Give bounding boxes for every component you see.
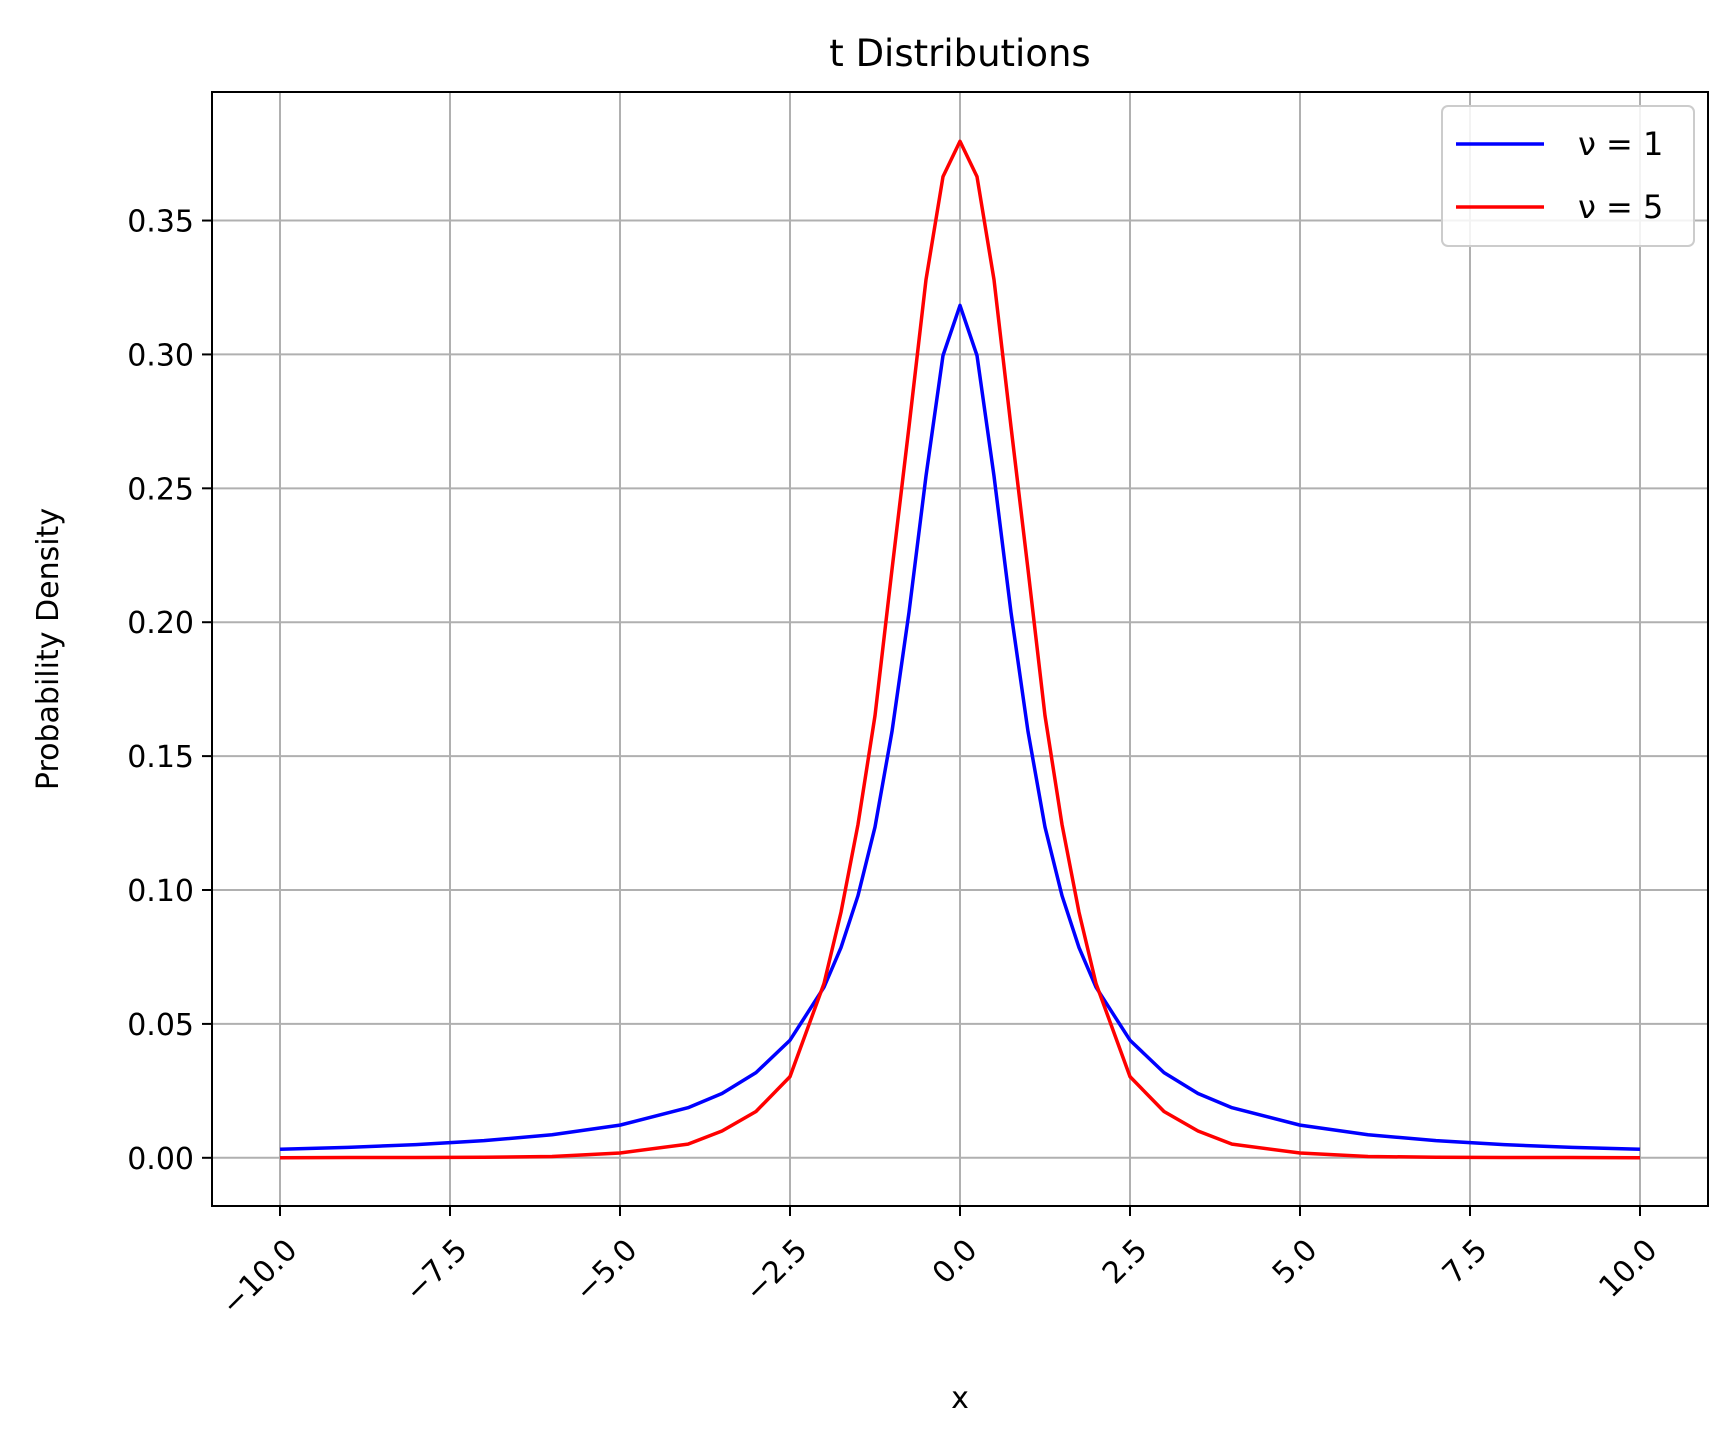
y-axis-label: Probability Density <box>31 508 66 790</box>
y-tick-label: 0.20 <box>127 606 194 641</box>
legend-label: ν = 1 <box>1578 125 1663 163</box>
y-tick-label: 0.35 <box>127 205 194 240</box>
y-tick-label: 0.05 <box>127 1008 194 1043</box>
y-tick-label: 0.00 <box>127 1142 194 1177</box>
series-lines <box>279 139 1641 1160</box>
series-line-1 <box>279 139 1641 1160</box>
x-axis-label: x <box>951 1381 969 1416</box>
chart-title: t Distributions <box>829 32 1090 75</box>
y-tick-label: 0.30 <box>127 338 194 373</box>
series-line-0 <box>279 303 1641 1151</box>
legend: ν = 1 ν = 5 <box>1441 105 1695 247</box>
y-tick-label: 0.10 <box>127 874 194 909</box>
legend-label: ν = 5 <box>1578 188 1663 226</box>
y-tick-label: 0.25 <box>127 472 194 507</box>
legend-box <box>1441 105 1695 247</box>
y-tick-label: 0.15 <box>127 740 194 775</box>
